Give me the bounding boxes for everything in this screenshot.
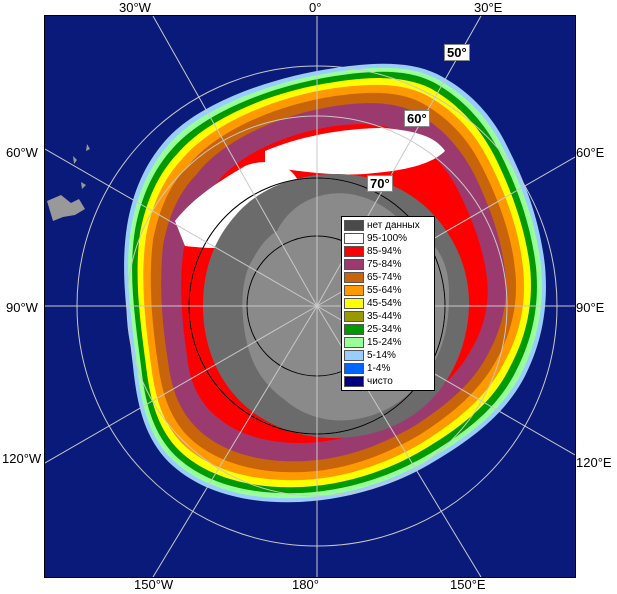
legend-label: 1-4% [367,363,391,374]
legend-swatch [344,233,364,244]
legend-item: 55-64% [342,284,434,297]
legend-label: 5-14% [367,350,396,361]
legend-swatch [344,350,364,361]
legend-label: 55-64% [367,285,402,296]
legend: нет данных 95-100% 85-94% 75-84% 65-74% 55-64… [341,216,435,391]
legend-label: 45-54% [367,298,402,309]
lon-label-bottom-3: 150°E [450,577,486,592]
lat-label-60: 60° [404,110,430,127]
lon-label-top-2: 0° [309,0,322,15]
lon-label-left-1: 60°W [6,145,38,160]
lon-label-bottom-2: 180° [292,577,319,592]
legend-label: 85-94% [367,246,402,257]
legend-label: 65-74% [367,272,402,283]
legend-item: 85-94% [342,245,434,258]
legend-swatch [344,272,364,283]
legend-swatch [344,285,364,296]
lon-label-left-3: 120°W [2,451,42,466]
legend-swatch [344,376,364,387]
legend-swatch [344,311,364,322]
lon-label-right-1: 60°E [576,145,605,160]
legend-swatch [344,259,364,270]
lon-label-top-3: 30°E [474,0,503,15]
legend-item: 65-74% [342,271,434,284]
polar-map-svg [45,16,575,577]
lon-label-left-2: 90°W [6,300,38,315]
legend-item: 35-44% [342,310,434,323]
legend-label: 15-24% [367,337,402,348]
legend-item: 95-100% [342,232,434,245]
lon-label-top-1: 30°W [119,0,151,15]
lon-label-right-2: 90°E [576,300,605,315]
legend-swatch [344,246,364,257]
legend-swatch [344,220,364,231]
lat-label-70: 70° [367,175,393,192]
legend-item: 1-4% [342,362,434,375]
legend-label: 75-84% [367,259,402,270]
legend-swatch [344,298,364,309]
south-america-islands [47,144,90,221]
legend-item: 25-34% [342,323,434,336]
legend-item: нет данных [342,219,434,232]
legend-item: 75-84% [342,258,434,271]
legend-item: чисто [342,375,434,388]
legend-swatch [344,363,364,374]
legend-label: 35-44% [367,311,402,322]
legend-swatch [344,337,364,348]
legend-item: 5-14% [342,349,434,362]
legend-swatch [344,324,364,335]
sea-ice-map [44,15,576,578]
legend-label: нет данных [367,220,420,231]
legend-label: 25-34% [367,324,402,335]
lon-label-right-3: 120°E [576,455,612,470]
legend-label: 95-100% [367,233,408,244]
legend-item: 45-54% [342,297,434,310]
lat-label-50: 50° [444,44,470,61]
legend-label: чисто [367,376,393,387]
lon-label-bottom-1: 150°W [134,577,174,592]
legend-item: 15-24% [342,336,434,349]
